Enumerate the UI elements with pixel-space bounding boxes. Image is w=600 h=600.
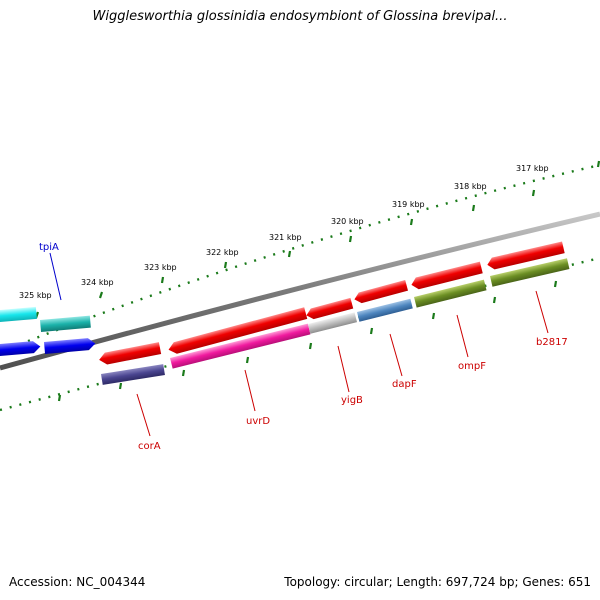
gene-label-corA[interactable]: corA bbox=[138, 441, 161, 452]
leader-line-corA bbox=[136, 393, 151, 437]
category-bar-uvrD[interactable] bbox=[170, 323, 311, 369]
gene-label-b2817[interactable]: b2817 bbox=[536, 337, 568, 348]
leader-line-dapF bbox=[389, 333, 403, 377]
genome-summary-text: Topology: circular; Length: 697,724 bp; … bbox=[284, 575, 591, 589]
tick-label: 317 kbp bbox=[516, 164, 549, 173]
gene-arrow-yigB-strand[interactable] bbox=[305, 297, 354, 321]
category-bar-yigB[interactable] bbox=[308, 312, 357, 334]
gene-arrow-b2817-strand[interactable] bbox=[486, 241, 565, 270]
gene-arrow-ompF-strand[interactable] bbox=[410, 261, 483, 291]
gene-arrow-cyan[interactable] bbox=[0, 306, 37, 323]
gene-arrow-dapF-strand[interactable] bbox=[353, 280, 409, 305]
gene-label-uvrD[interactable]: uvrD bbox=[246, 416, 270, 427]
tick-label: 322 kbp bbox=[206, 248, 239, 257]
category-bar-corA[interactable] bbox=[101, 364, 165, 385]
map-title: Wigglesworthia glossinidia endosymbiont … bbox=[92, 9, 508, 24]
gene-arrow-red-long[interactable] bbox=[167, 307, 308, 355]
category-bars bbox=[101, 258, 570, 385]
tick-label: 325 kbp bbox=[19, 291, 52, 300]
tick-label: 320 kbp bbox=[331, 217, 364, 226]
gene-arrow-blue-left[interactable] bbox=[0, 341, 41, 357]
leader-line-uvrD bbox=[244, 369, 256, 412]
tick-labels: 317 kbp 318 kbp 319 kbp 320 kbp 321 kbp … bbox=[19, 164, 549, 300]
gene-labels: tpiA corA uvrD yigB dapF ompF b2817 bbox=[39, 242, 568, 452]
gene-arrow-corA[interactable] bbox=[98, 342, 162, 366]
leader-line-ompF bbox=[456, 314, 469, 358]
gene-label-yigB[interactable]: yigB bbox=[341, 395, 363, 406]
category-bar-dapF[interactable] bbox=[357, 298, 413, 322]
gene-label-dapF[interactable]: dapF bbox=[392, 379, 417, 390]
gene-arrow-blue[interactable] bbox=[44, 338, 96, 354]
gene-arrow-tpiA[interactable] bbox=[40, 315, 91, 332]
leader-lines bbox=[49, 252, 549, 437]
category-bar-ompF[interactable] bbox=[414, 279, 487, 308]
tick-label: 319 kbp bbox=[392, 200, 425, 209]
tick-label: 321 kbp bbox=[269, 233, 302, 242]
category-bar-b2817[interactable] bbox=[490, 258, 570, 287]
accession-text: Accession: NC_004344 bbox=[9, 575, 146, 589]
inner-tick-marks bbox=[57, 280, 558, 402]
leader-line-b2817 bbox=[535, 290, 549, 334]
tick-label: 318 kbp bbox=[454, 182, 487, 191]
tick-label: 324 kbp bbox=[81, 278, 114, 287]
tick-label: 323 kbp bbox=[144, 263, 177, 272]
gene-arrows bbox=[0, 241, 565, 365]
gene-label-tpiA[interactable]: tpiA bbox=[39, 242, 59, 253]
leader-line-tpiA bbox=[49, 252, 62, 301]
leader-line-yigB bbox=[337, 345, 350, 393]
gene-label-ompF[interactable]: ompF bbox=[458, 361, 486, 372]
